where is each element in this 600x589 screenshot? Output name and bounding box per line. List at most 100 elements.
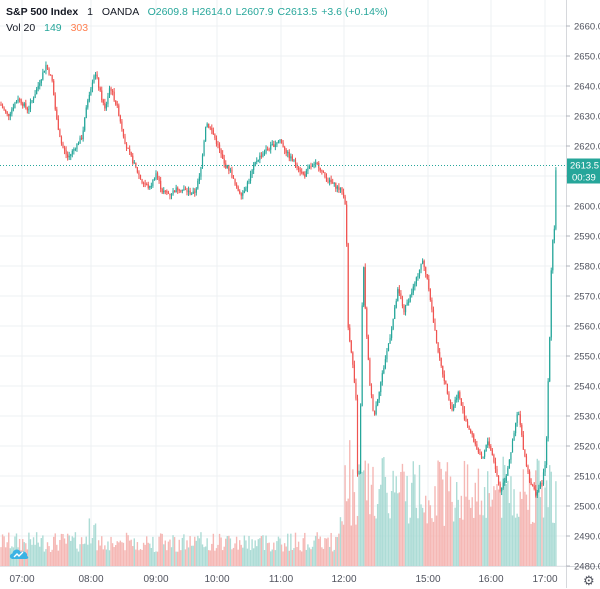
candle-body xyxy=(107,96,109,105)
volume-bar xyxy=(53,536,55,566)
volume-bar xyxy=(153,551,156,566)
volume-bar xyxy=(80,537,83,566)
volume-bar xyxy=(56,544,58,566)
candle-body xyxy=(93,75,95,83)
volume-bar xyxy=(528,470,531,566)
candle-body xyxy=(524,449,526,457)
volume-bar xyxy=(57,550,60,566)
candle-body xyxy=(473,434,475,442)
volume-bar xyxy=(361,471,363,566)
candle-body xyxy=(28,108,30,111)
candle-body xyxy=(15,101,18,104)
candle-body xyxy=(25,103,27,108)
candle-body xyxy=(462,405,464,411)
candle-body xyxy=(81,137,83,140)
volume-bar xyxy=(127,535,129,566)
volume-bar xyxy=(94,523,97,566)
candle-body xyxy=(482,456,484,458)
candle-body xyxy=(342,192,345,197)
candle-body xyxy=(553,228,555,241)
symbol-name[interactable]: S&P 500 Index xyxy=(6,6,79,18)
candle-body xyxy=(276,143,278,145)
volume-bar xyxy=(493,486,495,566)
time-axis[interactable]: 07:00 08:00 09:00 10:00 11:00 12:00 15:00 16:00… xyxy=(9,574,557,585)
volume-bar xyxy=(170,547,173,566)
resolution-label[interactable]: 1 xyxy=(87,6,93,18)
volume-bars xyxy=(0,440,557,566)
candle-body xyxy=(43,70,45,73)
candle-body xyxy=(20,99,22,104)
y-tick-label: 2600.0 xyxy=(574,202,600,213)
candle-body xyxy=(71,150,73,155)
candle-body xyxy=(488,441,490,446)
volume-bar xyxy=(409,517,411,566)
x-tick-label: 10:00 xyxy=(204,574,229,585)
volume-bar xyxy=(494,490,497,566)
candle-body xyxy=(499,483,501,492)
volume-bar xyxy=(336,537,339,566)
candle-body xyxy=(288,152,290,159)
candle-body xyxy=(50,74,52,76)
volume-bar xyxy=(118,542,120,566)
volume-bar xyxy=(474,482,476,566)
volume-bar xyxy=(449,476,452,566)
volume-bar xyxy=(248,535,250,566)
volume-bar xyxy=(101,536,103,566)
candle-body xyxy=(418,269,421,277)
volume-label: Vol 20 xyxy=(6,22,36,34)
candle-body xyxy=(347,243,349,328)
candle-body xyxy=(136,167,138,173)
candle-body xyxy=(201,155,204,167)
volume-bar xyxy=(163,544,165,566)
candle-body xyxy=(546,438,548,465)
candle-body xyxy=(305,170,307,177)
volume-bar xyxy=(132,546,134,566)
y-tick-label: 2510.0 xyxy=(574,472,600,483)
candle-body xyxy=(381,373,383,383)
candle-body xyxy=(431,300,433,310)
price-axis[interactable]: 2480.0 2490.0 2500.0 2510.0 2520.0 2530.0 2540… xyxy=(566,22,600,573)
candle-body xyxy=(332,182,334,184)
candle-body xyxy=(59,129,61,138)
volume-bar xyxy=(510,476,512,566)
last-price-text: 2613.5 xyxy=(570,161,599,172)
candle-body xyxy=(536,492,538,496)
candle-body xyxy=(108,88,111,97)
candle-body xyxy=(174,190,176,193)
volume-bar xyxy=(74,532,77,566)
candle-body xyxy=(370,385,373,396)
candle-body xyxy=(102,99,104,103)
volume-bar xyxy=(516,513,518,566)
y-tick-label: 2590.0 xyxy=(574,232,600,243)
volume-bar xyxy=(135,549,137,566)
candle-body xyxy=(222,154,224,159)
candle-body xyxy=(487,441,489,446)
volume-bar xyxy=(259,538,261,566)
tradingview-cloud-icon[interactable] xyxy=(8,545,30,561)
candle-body xyxy=(532,484,534,487)
candle-body xyxy=(454,399,456,407)
volume-bar xyxy=(525,494,528,566)
volume-bar xyxy=(466,464,469,566)
volume-bar xyxy=(310,549,312,566)
candle-body xyxy=(39,83,41,86)
volume-bar xyxy=(531,521,534,566)
candle-body xyxy=(308,166,311,169)
volume-bar xyxy=(282,551,284,566)
volume-bar xyxy=(468,499,470,566)
candle-body xyxy=(91,82,94,89)
candle-body xyxy=(76,143,78,150)
volume-bar xyxy=(338,533,340,566)
volume-bar xyxy=(332,551,334,566)
candle-body xyxy=(150,185,152,187)
symbol-legend[interactable]: S&P 500 Index 1 OANDA O2609.8 H2614.0 L260… xyxy=(6,6,392,18)
candle-body xyxy=(56,109,58,119)
candle-body xyxy=(555,170,557,229)
volume-bar xyxy=(497,489,500,566)
gear-icon[interactable]: ⚙ xyxy=(583,573,595,588)
candle-body xyxy=(389,337,391,344)
volume-legend[interactable]: Vol 20 149 303 xyxy=(6,22,88,34)
volume-bar xyxy=(518,516,520,566)
volume-bar xyxy=(231,549,233,566)
